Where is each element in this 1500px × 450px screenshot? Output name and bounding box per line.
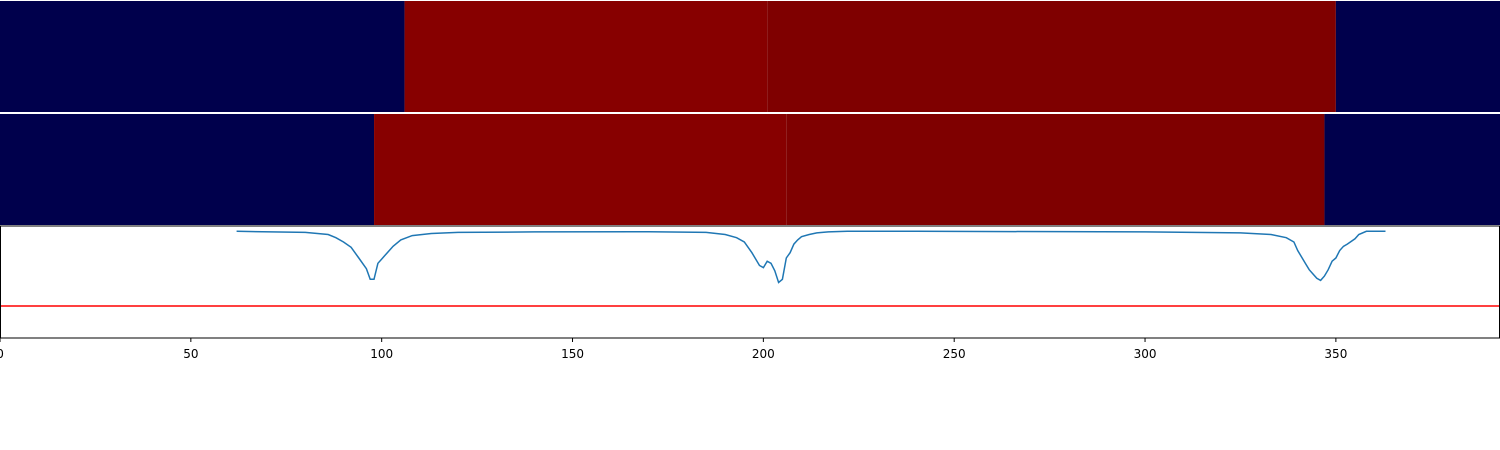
heatmap-cell-1-2	[404, 1, 768, 112]
x-tick-label: 50	[183, 347, 198, 361]
x-tick-label: 250	[943, 347, 966, 361]
heatmap-cell-2-4	[1324, 114, 1500, 225]
signal-line	[236, 230, 1386, 284]
x-tick-label: 150	[561, 347, 584, 361]
heatmap-cell-1-4	[1335, 1, 1500, 112]
x-tick-label: 100	[370, 347, 393, 361]
x-axis: 0 50 100 150 200 250 300 350	[0, 338, 1347, 361]
heatmap-cell-1-1	[0, 1, 405, 112]
heatmap-cell-2-3	[786, 114, 1325, 225]
heatmap-cell-2-2	[374, 114, 787, 225]
x-tick-label: 350	[1324, 347, 1347, 361]
heatmap-cell-1-3	[767, 1, 1336, 112]
x-tick-label: 200	[752, 347, 775, 361]
heatmap-cell-2-1	[0, 114, 375, 225]
x-tick-label: 0	[0, 347, 4, 361]
line-panel-frame	[0, 225, 1500, 339]
heatmap-strip-top	[0, 1, 1500, 112]
x-tick-label: 300	[1134, 347, 1157, 361]
heatmap-strip-middle	[0, 114, 1500, 225]
line-panel	[0, 225, 1500, 339]
